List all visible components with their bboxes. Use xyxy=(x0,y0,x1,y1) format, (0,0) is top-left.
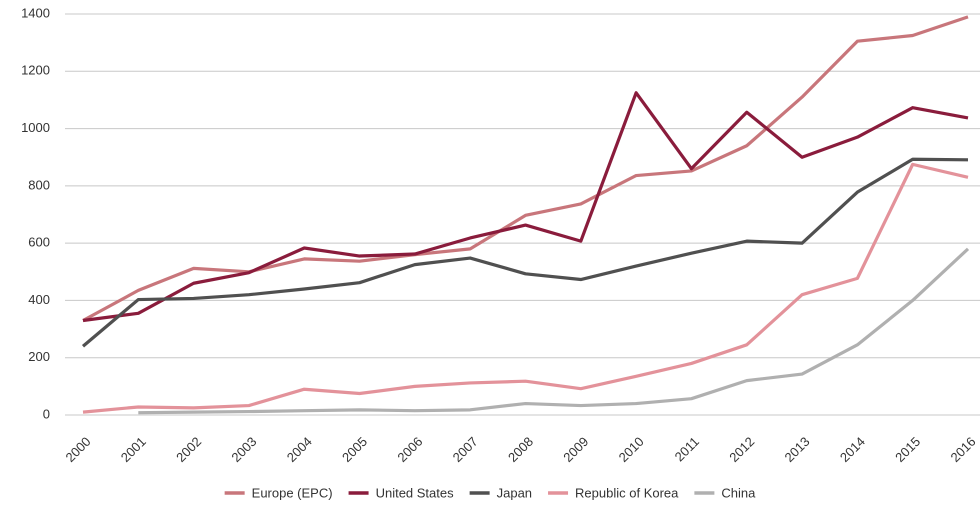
legend-label: Republic of Korea xyxy=(575,485,679,500)
y-tick-label: 0 xyxy=(43,406,50,421)
series-line xyxy=(82,162,969,414)
x-tick-label: 2007 xyxy=(450,434,481,465)
x-tick-label: 2006 xyxy=(394,434,425,465)
series-line xyxy=(82,91,969,323)
x-tick-label: 2012 xyxy=(726,434,757,465)
x-tick-label: 2000 xyxy=(62,434,93,465)
legend-item: Japan xyxy=(469,485,532,500)
series-line xyxy=(81,157,969,348)
x-tick-label: 2010 xyxy=(616,434,647,465)
legend-label: Japan xyxy=(497,485,532,500)
x-tick-label: 2011 xyxy=(672,434,702,464)
x-tick-label: 2002 xyxy=(173,434,204,465)
x-tick-label: 2015 xyxy=(892,434,923,465)
legend: Europe (EPC) United States Japan Republic o… xyxy=(224,485,756,500)
y-tick-label: 800 xyxy=(28,177,50,192)
x-tick-label: 2014 xyxy=(837,434,868,465)
legend-item: China xyxy=(694,485,756,500)
series-line xyxy=(82,15,969,322)
legend-label: United States xyxy=(376,485,455,500)
legend-item: Republic of Korea xyxy=(548,485,679,500)
x-tick-label: 2016 xyxy=(947,434,978,465)
y-tick-label: 200 xyxy=(28,349,50,364)
y-tick-label: 400 xyxy=(28,292,50,307)
y-tick-label: 1000 xyxy=(21,120,50,135)
legend-item: United States xyxy=(348,485,455,500)
y-tick-label: 1400 xyxy=(21,5,50,20)
x-tick-label: 2013 xyxy=(782,434,813,465)
legend-item: Europe (EPC) xyxy=(224,485,333,500)
y-tick-label: 600 xyxy=(28,235,50,250)
x-tick-label: 2008 xyxy=(505,434,536,465)
series-line xyxy=(138,247,970,415)
x-tick-label: 2001 xyxy=(118,434,149,465)
x-tick-label: 2004 xyxy=(284,434,315,465)
x-tick-label: 2005 xyxy=(339,434,370,465)
y-tick-label: 1200 xyxy=(21,63,50,78)
legend-label: Europe (EPC) xyxy=(252,485,333,500)
x-tick-label: 2003 xyxy=(228,434,259,465)
x-tick-label: 2009 xyxy=(560,434,591,465)
legend-label: China xyxy=(721,485,756,500)
